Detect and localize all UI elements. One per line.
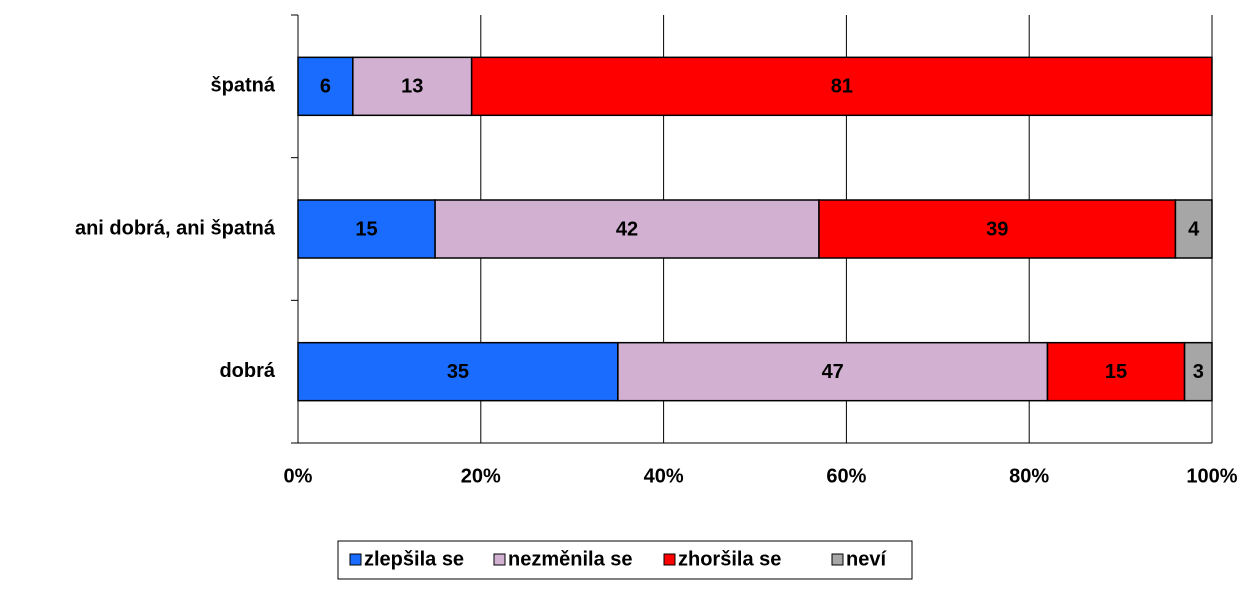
x-tick-label: 60% (826, 465, 866, 487)
data-label: 4 (1188, 218, 1200, 240)
x-tick-label: 0% (284, 465, 313, 487)
legend-label: neví (846, 548, 887, 570)
x-tick-label: 100% (1186, 465, 1237, 487)
legend-label: nezměnila se (508, 548, 633, 570)
x-tick-label: 80% (1009, 465, 1049, 487)
y-tick-label: špatná (211, 75, 276, 97)
legend-swatch (493, 553, 506, 566)
legend-box (337, 540, 913, 580)
bar-segment (1174, 199, 1213, 259)
bar-segment (617, 341, 1049, 402)
legend-label: zlepšila se (364, 548, 464, 570)
bar-segment (470, 56, 1213, 117)
bar-segment (1046, 341, 1186, 402)
data-label: 13 (401, 76, 423, 98)
bar-segment (352, 56, 473, 117)
y-tick-label: dobrá (219, 360, 275, 382)
bar-segment (434, 199, 820, 259)
bar-segment (818, 199, 1177, 259)
data-label: 81 (831, 76, 853, 98)
y-tick-label: ani dobrá, ani špatná (75, 217, 276, 239)
data-label: 47 (822, 361, 844, 383)
data-label: 39 (986, 218, 1008, 240)
data-label: 35 (447, 361, 469, 383)
data-label: 15 (1105, 361, 1127, 383)
data-label: 15 (355, 218, 377, 240)
x-tick-label: 20% (461, 465, 501, 487)
legend-swatch (831, 553, 844, 566)
bar-segment (1183, 341, 1213, 402)
legend-swatch (349, 553, 362, 566)
data-label: 6 (320, 76, 331, 98)
legend-label: zhoršila se (678, 548, 781, 570)
data-label: 3 (1193, 361, 1204, 383)
legend-swatch (663, 553, 676, 566)
bar-segment (297, 199, 436, 259)
bar-segment (297, 56, 354, 117)
x-tick-label: 40% (644, 465, 684, 487)
data-label: 42 (616, 218, 638, 240)
